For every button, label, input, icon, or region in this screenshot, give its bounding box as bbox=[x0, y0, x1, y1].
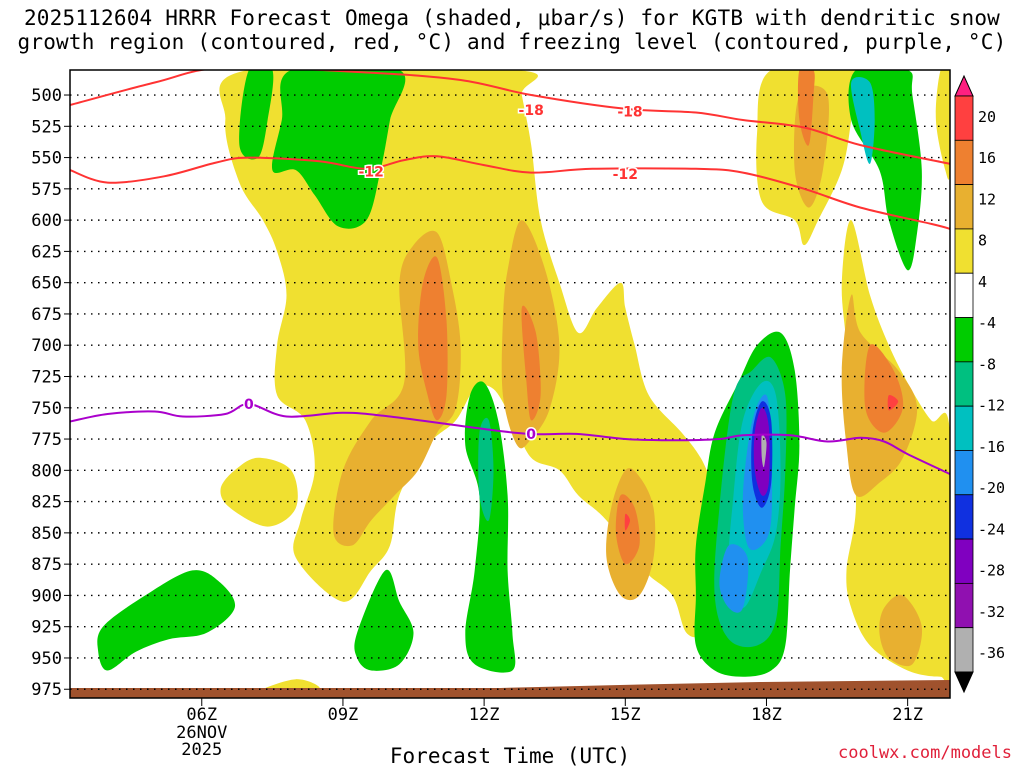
x-axis-label: Forecast Time (UTC) bbox=[389, 744, 631, 768]
y-tick-label-525: 525 bbox=[31, 117, 62, 137]
omega-region-4-4 bbox=[220, 457, 298, 527]
contour-lines bbox=[70, 70, 950, 476]
omega-region-12-15 bbox=[615, 494, 640, 565]
colorbar-label-3: 8 bbox=[978, 232, 987, 250]
colorbar-label-7: -12 bbox=[978, 397, 1005, 415]
colorbar-label-4: 4 bbox=[978, 273, 987, 291]
y-tick-label-800: 800 bbox=[31, 461, 62, 481]
x-tick-label-21Z: 21Z bbox=[892, 705, 923, 725]
x-date-label-0: 26NOV bbox=[176, 723, 227, 743]
omega-region--4-25 bbox=[354, 569, 414, 671]
omega-region--4-20 bbox=[239, 70, 274, 160]
x-tick-label-09Z: 09Z bbox=[328, 705, 359, 725]
x-tick-label-06Z: 06Z bbox=[186, 705, 217, 725]
colorbar-band-3 bbox=[954, 228, 974, 274]
omega-shading bbox=[97, 70, 950, 697]
colorbar-band-2 bbox=[954, 184, 974, 230]
colorbar-label-0: 20 bbox=[978, 108, 996, 126]
omega-region-12-14 bbox=[864, 344, 904, 433]
y-tick-label-900: 900 bbox=[31, 586, 62, 606]
y-tick-label-925: 925 bbox=[31, 618, 62, 638]
contour-label-1: -12 bbox=[359, 164, 384, 180]
colorbar-band-4 bbox=[954, 272, 974, 318]
credit-text: coolwx.com/models bbox=[838, 743, 1012, 763]
contour-labels: -18 -12 -12 -18 0 0 bbox=[242, 102, 644, 445]
colorbar-label-12: -32 bbox=[978, 603, 1005, 621]
colorbar: 20 16 12 8 4 -4 -8 -12 -16 -20 -24 -28 -32 -36 bbox=[954, 74, 1005, 694]
colorbar-label-2: 12 bbox=[978, 190, 996, 208]
colorbar-band-10 bbox=[954, 538, 974, 584]
contour-label-0: -18 bbox=[519, 103, 544, 119]
contour-label-5: 0 bbox=[526, 427, 536, 443]
colorbar-band-7 bbox=[954, 405, 974, 451]
colorbar-label-1: 16 bbox=[978, 149, 996, 167]
y-tick-label-575: 575 bbox=[31, 180, 62, 200]
omega-region-16-18 bbox=[624, 513, 630, 531]
colorbar-band-11 bbox=[954, 582, 974, 629]
contour-label-2: -12 bbox=[613, 167, 638, 183]
omega-region--8-27 bbox=[478, 417, 494, 522]
y-tick-label-725: 725 bbox=[31, 367, 62, 387]
y-tick-label-750: 750 bbox=[31, 399, 62, 419]
colorbar-label-8: -16 bbox=[978, 438, 1005, 456]
colorbar-band-8 bbox=[954, 450, 974, 496]
chart-title: 2025112604 HRRR Forecast Omega (shaded, … bbox=[0, 6, 1024, 54]
y-tick-label-650: 650 bbox=[31, 274, 62, 294]
colorbar-label-6: -8 bbox=[978, 355, 996, 373]
colorbar-label-10: -24 bbox=[978, 520, 1005, 538]
omega-region--12-29 bbox=[850, 77, 875, 164]
omega-region-12-13 bbox=[521, 305, 541, 421]
colorbar-label-11: -28 bbox=[978, 562, 1005, 580]
contour--12 bbox=[70, 155, 950, 230]
y-tick-label-500: 500 bbox=[31, 86, 62, 106]
contour-label-4: 0 bbox=[244, 397, 254, 413]
x-tick-label-18Z: 18Z bbox=[751, 705, 782, 725]
y-tick-label-700: 700 bbox=[31, 336, 62, 356]
omega-region-4-3 bbox=[935, 70, 950, 180]
plot-frame bbox=[69, 69, 951, 699]
colorbar-band-6 bbox=[954, 361, 974, 407]
y-tick-label-600: 600 bbox=[31, 211, 62, 231]
y-axis: 500 525 550 575 600 625 650 675 700 725 750 775 800 8… bbox=[31, 86, 70, 700]
colorbar-band-5 bbox=[954, 317, 974, 363]
y-tick-label-950: 950 bbox=[31, 649, 62, 669]
omega-region-8-11 bbox=[879, 594, 923, 667]
y-tick-label-850: 850 bbox=[31, 524, 62, 544]
contour-label-3: -18 bbox=[617, 104, 642, 120]
contour-0 bbox=[70, 402, 950, 476]
y-tick-label-825: 825 bbox=[31, 493, 62, 513]
chart-title-line2: growth region (contoured, red, °C) and f… bbox=[17, 30, 1007, 54]
colorbar-label-13: -36 bbox=[978, 644, 1005, 662]
y-tick-label-975: 975 bbox=[31, 680, 62, 700]
colorbar-band-9 bbox=[954, 494, 974, 540]
colorbar-band-12 bbox=[954, 627, 974, 673]
ground-surface bbox=[70, 680, 950, 698]
colorbar-band-0 bbox=[954, 95, 974, 141]
omega-region--4-24 bbox=[97, 570, 236, 671]
y-tick-label-675: 675 bbox=[31, 305, 62, 325]
omega-region--32-34 bbox=[761, 434, 767, 468]
colorbar-label-9: -20 bbox=[978, 479, 1005, 497]
chart-title-line1: 2025112604 HRRR Forecast Omega (shaded, … bbox=[23, 6, 1001, 30]
x-tick-label-15Z: 15Z bbox=[610, 705, 641, 725]
colorbar-top-arrow bbox=[954, 74, 974, 97]
omega-region-16-17 bbox=[887, 395, 899, 411]
omega-region--4-22 bbox=[464, 381, 516, 673]
colorbar-bottom-arrow bbox=[954, 671, 974, 694]
colorbar-label-5: -4 bbox=[978, 314, 996, 332]
colorbar-band-1 bbox=[954, 139, 974, 186]
y-tick-label-875: 875 bbox=[31, 555, 62, 575]
x-tick-label-12Z: 12Z bbox=[469, 705, 500, 725]
ground-strip bbox=[70, 680, 950, 698]
x-date-label-1: 2025 bbox=[181, 740, 222, 760]
y-tick-label-625: 625 bbox=[31, 242, 62, 262]
contour--18 bbox=[70, 70, 950, 165]
y-tick-label-775: 775 bbox=[31, 430, 62, 450]
omega-region-12-12 bbox=[418, 256, 448, 421]
y-tick-label-550: 550 bbox=[31, 149, 62, 169]
omega-region--16-31 bbox=[719, 544, 749, 613]
